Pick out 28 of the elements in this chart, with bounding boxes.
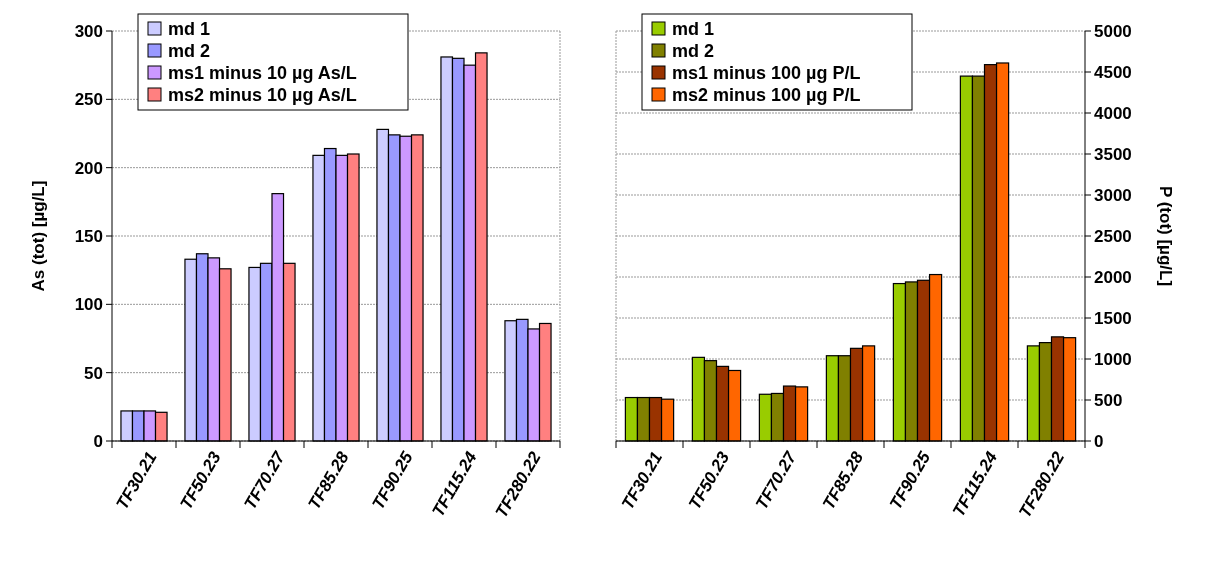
y2-tick-label: 5000 [1094, 21, 1132, 41]
y-tick-label: 200 [74, 158, 103, 178]
y2-tick-label: 500 [1094, 390, 1123, 410]
legend-label: md 1 [672, 19, 715, 40]
legend-label: ms1 minus 100 µg P/L [672, 63, 861, 84]
legend-label: md 1 [168, 19, 211, 40]
y-tick-label: 300 [74, 21, 103, 41]
legend-label: md 2 [168, 41, 211, 62]
y2-tick-label: 4500 [1094, 62, 1132, 82]
y2-tick-label: 4000 [1094, 103, 1132, 123]
y2-tick-label: 3000 [1094, 185, 1132, 205]
y2-axis-title: P (tot) [µg/L] [1156, 185, 1175, 287]
y-tick-label: 100 [74, 295, 103, 315]
y-tick-label: 250 [74, 90, 103, 110]
y-tick-label: 0 [93, 431, 103, 451]
y2-tick-label: 2000 [1094, 267, 1132, 287]
legend-label: ms2 minus 100 µg P/L [672, 85, 861, 106]
y-tick-label: 150 [74, 226, 103, 246]
legend-label: md 2 [672, 41, 715, 62]
y2-tick-label: 2500 [1094, 226, 1132, 246]
y2-tick-label: 3500 [1094, 144, 1132, 164]
legend-label: ms2 minus 10 µg As/L [168, 85, 357, 106]
y2-tick-label: 0 [1094, 431, 1104, 451]
y-axis-title: As (tot) [µg/L] [29, 180, 48, 292]
y-tick-label: 50 [84, 363, 103, 383]
legend-label: ms1 minus 10 µg As/L [168, 63, 357, 84]
y2-tick-label: 1000 [1094, 349, 1132, 369]
y2-tick-label: 1500 [1094, 308, 1132, 328]
